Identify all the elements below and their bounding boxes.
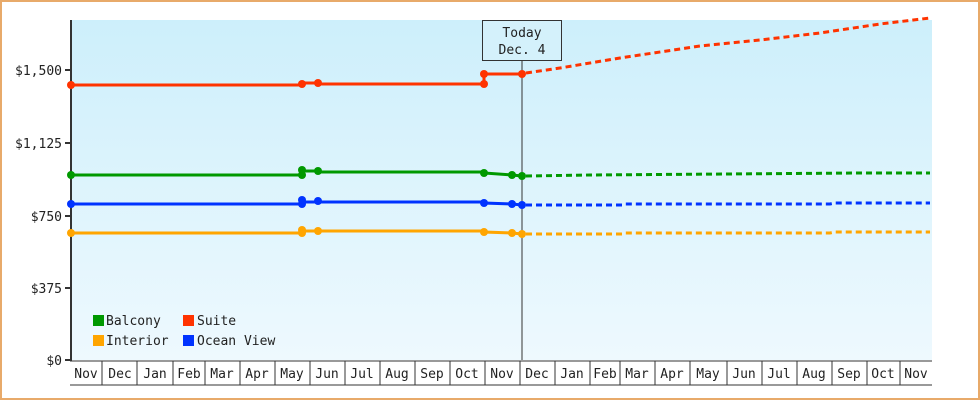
legend-label-balcony: Balcony	[106, 314, 161, 329]
month-label: Oct	[455, 367, 478, 382]
month-label: Jul	[350, 367, 373, 382]
legend-swatch-ocean-view	[183, 335, 194, 346]
month-label: Apr	[245, 367, 269, 382]
month-label: Aug	[802, 367, 825, 382]
legend-swatch-balcony	[93, 315, 104, 326]
month-label: Nov	[74, 367, 98, 382]
y-tick-label: $375	[31, 282, 62, 297]
month-label: May	[280, 367, 304, 382]
series-ocean-view	[67, 196, 930, 209]
month-label: Nov	[904, 367, 928, 382]
y-tick-label: $750	[31, 210, 62, 225]
series-suite	[67, 16, 931, 89]
today-date: Dec. 4	[499, 43, 546, 58]
x-tick-labels: Nov Dec Jan Feb Mar Apr May Jun Jul Aug …	[74, 367, 928, 382]
x-axis	[70, 360, 932, 386]
legend: Balcony Suite Interior Ocean View	[93, 314, 275, 349]
month-label: Sep	[837, 367, 861, 382]
month-label: Jun	[315, 367, 338, 382]
legend-label-interior: Interior	[106, 334, 169, 349]
legend-swatch-interior	[93, 335, 104, 346]
month-label: Nov	[490, 367, 514, 382]
today-label: Today	[502, 26, 541, 41]
series-balcony	[67, 166, 930, 180]
month-label: Oct	[871, 367, 894, 382]
month-label: Sep	[420, 367, 444, 382]
legend-label-suite: Suite	[197, 314, 236, 329]
month-label: Aug	[385, 367, 408, 382]
y-tick-label: $1,125	[15, 137, 62, 152]
month-label: Jul	[767, 367, 790, 382]
month-label: Mar	[625, 367, 649, 382]
month-label: Feb	[593, 367, 617, 382]
y-axis: $1,500 $1,125 $750 $375 $0	[15, 20, 72, 369]
month-label: May	[696, 367, 720, 382]
legend-label-ocean-view: Ocean View	[197, 334, 275, 349]
month-label: Jan	[143, 367, 166, 382]
today-marker: Today Dec. 4	[482, 20, 562, 360]
month-label: Mar	[210, 367, 234, 382]
month-label: Dec	[525, 367, 548, 382]
series-interior	[67, 226, 930, 238]
month-label: Jun	[732, 367, 755, 382]
month-label: Dec	[108, 367, 131, 382]
y-tick-label: $1,500	[15, 64, 62, 79]
month-label: Feb	[177, 367, 201, 382]
month-label: Apr	[660, 367, 684, 382]
legend-swatch-suite	[183, 315, 194, 326]
y-tick-label: $0	[46, 354, 62, 369]
plot-area	[71, 20, 932, 360]
month-label: Jan	[560, 367, 583, 382]
